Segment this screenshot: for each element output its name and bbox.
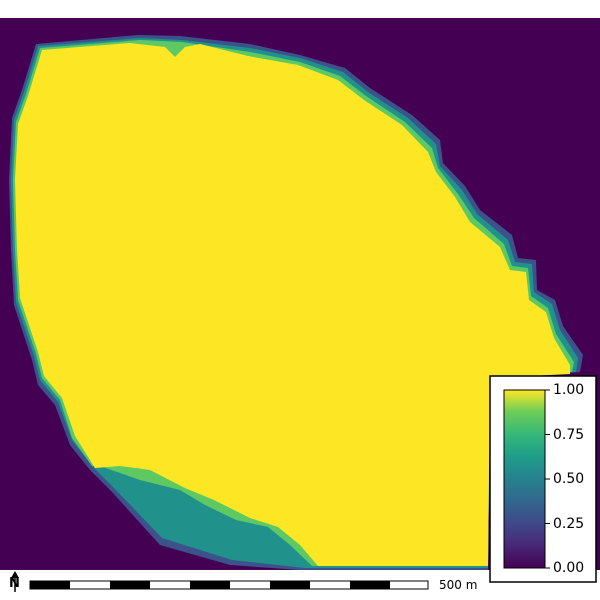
legend-tick-label: 1.00 — [553, 382, 585, 398]
legend-tick-label: 0.25 — [553, 516, 585, 532]
core-region — [15, 43, 570, 566]
scale-segment — [190, 581, 230, 589]
scale-segment — [350, 581, 390, 589]
scale-segment — [110, 581, 150, 589]
scale-segment — [270, 581, 310, 589]
scale-bar-label: 500 m — [439, 578, 478, 592]
legend-tick-label: 0.00 — [553, 560, 585, 576]
colorbar-ticks — [545, 389, 550, 569]
top-margin — [0, 0, 600, 18]
scale-segment — [30, 581, 70, 589]
legend-tick-label: 0.50 — [553, 471, 585, 487]
north-arrow-label: N — [9, 576, 20, 591]
scale-bar — [29, 580, 429, 590]
legend-tick-label: 0.75 — [553, 427, 585, 443]
north-arrow-icon — [11, 571, 19, 592]
colorbar — [503, 389, 546, 569]
